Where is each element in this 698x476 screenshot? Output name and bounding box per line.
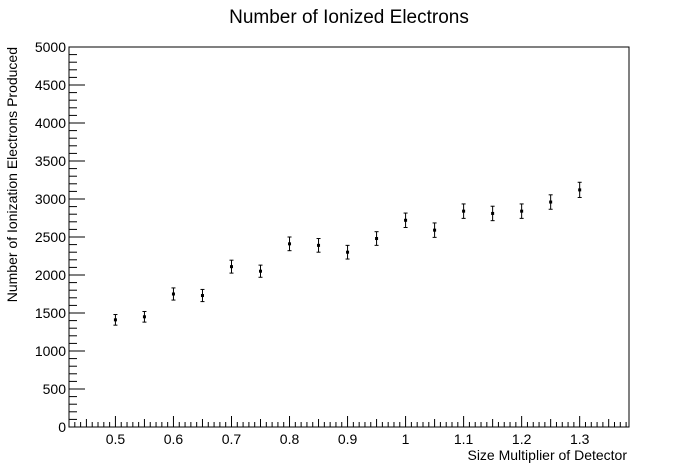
x-tick-label: 1 — [402, 431, 410, 447]
y-axis-ticks — [69, 46, 85, 428]
x-tick-label: 0.8 — [280, 431, 300, 447]
y-tick-label: 500 — [43, 381, 67, 397]
x-tick-label: 0.7 — [222, 431, 242, 447]
x-axis-tick-labels: 0.5 0.6 0.7 0.8 0.9 1 1.1 1.2 1.3 — [106, 431, 590, 447]
y-axis-tick-labels: 0 500 1000 1500 2000 2500 3000 3500 4000 4500 5000 — [35, 39, 66, 435]
y-axis-label: Number of Ionization Electrons Produced — [4, 47, 20, 302]
data-point — [433, 228, 437, 232]
data-point — [229, 265, 233, 269]
data-point — [317, 243, 321, 247]
x-tick-label: 0.6 — [164, 431, 184, 447]
data-point — [346, 250, 350, 254]
chart-title: Number of Ionized Electrons — [229, 7, 469, 28]
x-tick-label: 1.2 — [512, 431, 532, 447]
x-axis-label: Size Multiplier of Detector — [467, 447, 627, 463]
y-tick-label: 4500 — [35, 77, 66, 93]
y-tick-label: 2000 — [35, 267, 66, 283]
data-point — [288, 242, 292, 246]
x-tick-label: 1.1 — [454, 431, 474, 447]
x-axis-ticks — [68, 416, 627, 427]
data-point — [404, 218, 408, 222]
data-point — [171, 292, 175, 296]
data-point — [491, 211, 495, 215]
y-tick-label: 0 — [58, 419, 66, 435]
data-point — [462, 209, 466, 213]
y-tick-label: 1500 — [35, 305, 66, 321]
y-tick-label: 3500 — [35, 153, 66, 169]
data-point — [200, 294, 204, 298]
data-points — [113, 181, 582, 326]
data-point — [549, 200, 553, 204]
data-point — [142, 315, 146, 319]
y-tick-label: 2500 — [35, 229, 66, 245]
data-point — [375, 237, 379, 241]
y-tick-label: 3000 — [35, 191, 66, 207]
x-tick-label: 0.9 — [338, 431, 358, 447]
y-tick-label: 1000 — [35, 343, 66, 359]
data-point — [259, 269, 263, 273]
y-tick-label: 4000 — [35, 115, 66, 131]
y-tick-label: 5000 — [35, 39, 66, 55]
data-point — [578, 188, 582, 192]
data-point — [113, 318, 117, 322]
x-tick-label: 1.3 — [570, 431, 590, 447]
plot-frame — [68, 46, 630, 428]
x-tick-label: 0.5 — [106, 431, 126, 447]
data-point — [520, 209, 524, 213]
